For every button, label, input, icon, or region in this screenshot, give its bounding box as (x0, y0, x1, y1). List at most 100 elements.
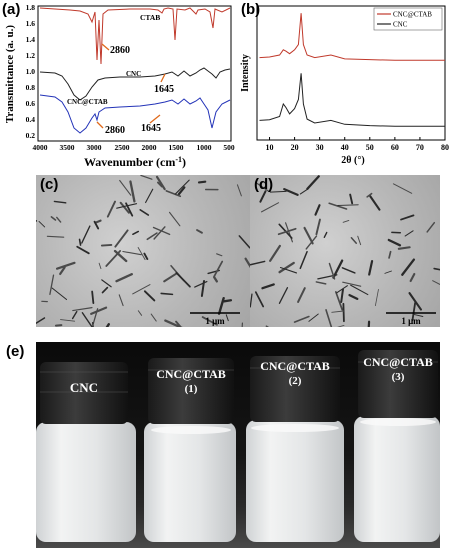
ftir-xticks: 4000 3500 3000 2500 2000 1500 1000 500 (33, 143, 235, 152)
tem-rod (78, 238, 82, 246)
tem-rod (374, 289, 379, 307)
ftir-chart: Transmittance (a. u.) 1.8 1.6 1.4 1.2 1.… (4, 3, 235, 169)
scale-bar-d-label: 1 μm (401, 316, 421, 326)
tem-rod (216, 253, 223, 257)
vial-3-label: CNC@CTAB (260, 359, 330, 373)
panel-label-b: (b) (241, 1, 261, 18)
ftir-ytick: 1.4 (26, 35, 36, 44)
scale-bar-c-label: 1 μm (205, 316, 225, 326)
ftir-xlabel: Wavenumber (cm-1) (84, 155, 186, 169)
tem-rod (328, 202, 348, 210)
tem-rod (143, 252, 149, 260)
ftir-xtick: 4000 (33, 143, 48, 152)
tem-rod (101, 286, 109, 294)
tem-rod (51, 287, 68, 301)
tem-rod (91, 290, 95, 304)
ftir-xtick: 2500 (115, 143, 130, 152)
vial-4-sub: (3) (392, 371, 405, 383)
vial-2-label: CNC@CTAB (156, 367, 226, 381)
tem-rod (56, 216, 62, 223)
tem-rod (269, 244, 281, 262)
tem-rod (244, 257, 250, 269)
tem-rod (60, 319, 76, 322)
tem-rod (76, 245, 90, 255)
tem-rod (325, 309, 333, 327)
tem-rod (197, 180, 207, 184)
ftir-ytick: 1.8 (26, 3, 36, 12)
tem-rod (113, 249, 128, 263)
tem-rod (254, 291, 265, 308)
tem-rod (315, 218, 321, 236)
tem-rod (400, 214, 415, 221)
xrd-xtick-label: 60 (391, 143, 399, 152)
tem-rod (299, 188, 309, 195)
ftir-xtick: 500 (223, 143, 235, 152)
ftir-peak-1645-bot: 1645 (141, 123, 161, 134)
vial-1: CNC (36, 362, 136, 542)
tem-rod (143, 290, 156, 302)
tem-rod (174, 179, 190, 195)
ftir-ytick: 0.4 (26, 115, 36, 124)
tem-rod (401, 258, 416, 276)
tem-rod (93, 220, 100, 230)
tem-rod (238, 235, 250, 249)
ftir-ytick: 0.6 (26, 99, 36, 108)
tem-rod (337, 204, 359, 206)
ftir-label-ctab: CTAB (140, 13, 160, 22)
vial-4-label: CNC@CTAB (363, 355, 433, 369)
xrd-legend: CNC@CTAB CNC (373, 7, 443, 31)
xrd-xtick-label: 50 (366, 143, 374, 152)
tem-rod (164, 319, 183, 327)
tem-rod (81, 225, 91, 244)
xrd-legend-label-cnc: CNC (393, 21, 408, 29)
xrd-chart: Intensity 2θ (°) 10 20 30 40 50 60 70 80 CNC@CT… (240, 5, 449, 166)
panel-label-c: (c) (40, 176, 59, 193)
tem-rod (299, 250, 308, 270)
tem-rod (409, 272, 416, 283)
tem-rod (303, 226, 314, 245)
tem-rod (101, 279, 112, 288)
tem-rod (305, 235, 318, 250)
tem-rod (213, 260, 224, 278)
tem-rod (236, 184, 242, 197)
ftir-ylabel: Transmittance (a. u.) (4, 25, 16, 124)
tem-rod (283, 188, 299, 196)
tem-rod (260, 202, 280, 213)
ftir-cnc-ctab-trace (39, 94, 231, 134)
xrd-xticks: 10 20 30 40 50 60 70 80 (266, 137, 449, 152)
tem-rod (152, 226, 171, 236)
tem-rod (118, 294, 124, 307)
tem-rod (388, 250, 392, 259)
xrd-xtick-label: 80 (441, 143, 449, 152)
tem-rod (279, 266, 298, 274)
tem-rod (105, 250, 122, 267)
tem-rod (72, 307, 93, 312)
tem-rod (163, 272, 178, 283)
ftir-arrows (96, 43, 166, 129)
tem-rod (139, 209, 150, 216)
tem-rod (71, 310, 78, 320)
xrd-series-cnc-ctab-line (259, 13, 445, 61)
ftir-xtick: 3000 (87, 143, 102, 152)
tem-rod (132, 284, 151, 295)
ftir-peak-1645-mid: 1645 (154, 84, 174, 95)
tem-rod (54, 324, 63, 327)
tem-rod (404, 230, 414, 237)
tem-rod (140, 175, 153, 180)
xrd-series (259, 13, 445, 127)
tem-rod (297, 287, 306, 303)
scale-bar-c: 1 μm (190, 312, 240, 326)
tem-rod (217, 296, 225, 315)
tem-rod (200, 279, 206, 298)
tem-rod (165, 190, 182, 198)
tem-rod (36, 317, 46, 325)
tem-rod (129, 180, 136, 203)
tem-rod (90, 306, 108, 315)
tem-rod (328, 262, 336, 280)
tem-rod (341, 267, 356, 274)
tem-rod (314, 204, 321, 216)
tem-rod (201, 316, 218, 326)
tem-rod (119, 179, 132, 196)
tem-rod (105, 323, 110, 327)
tem-rod (175, 271, 191, 288)
